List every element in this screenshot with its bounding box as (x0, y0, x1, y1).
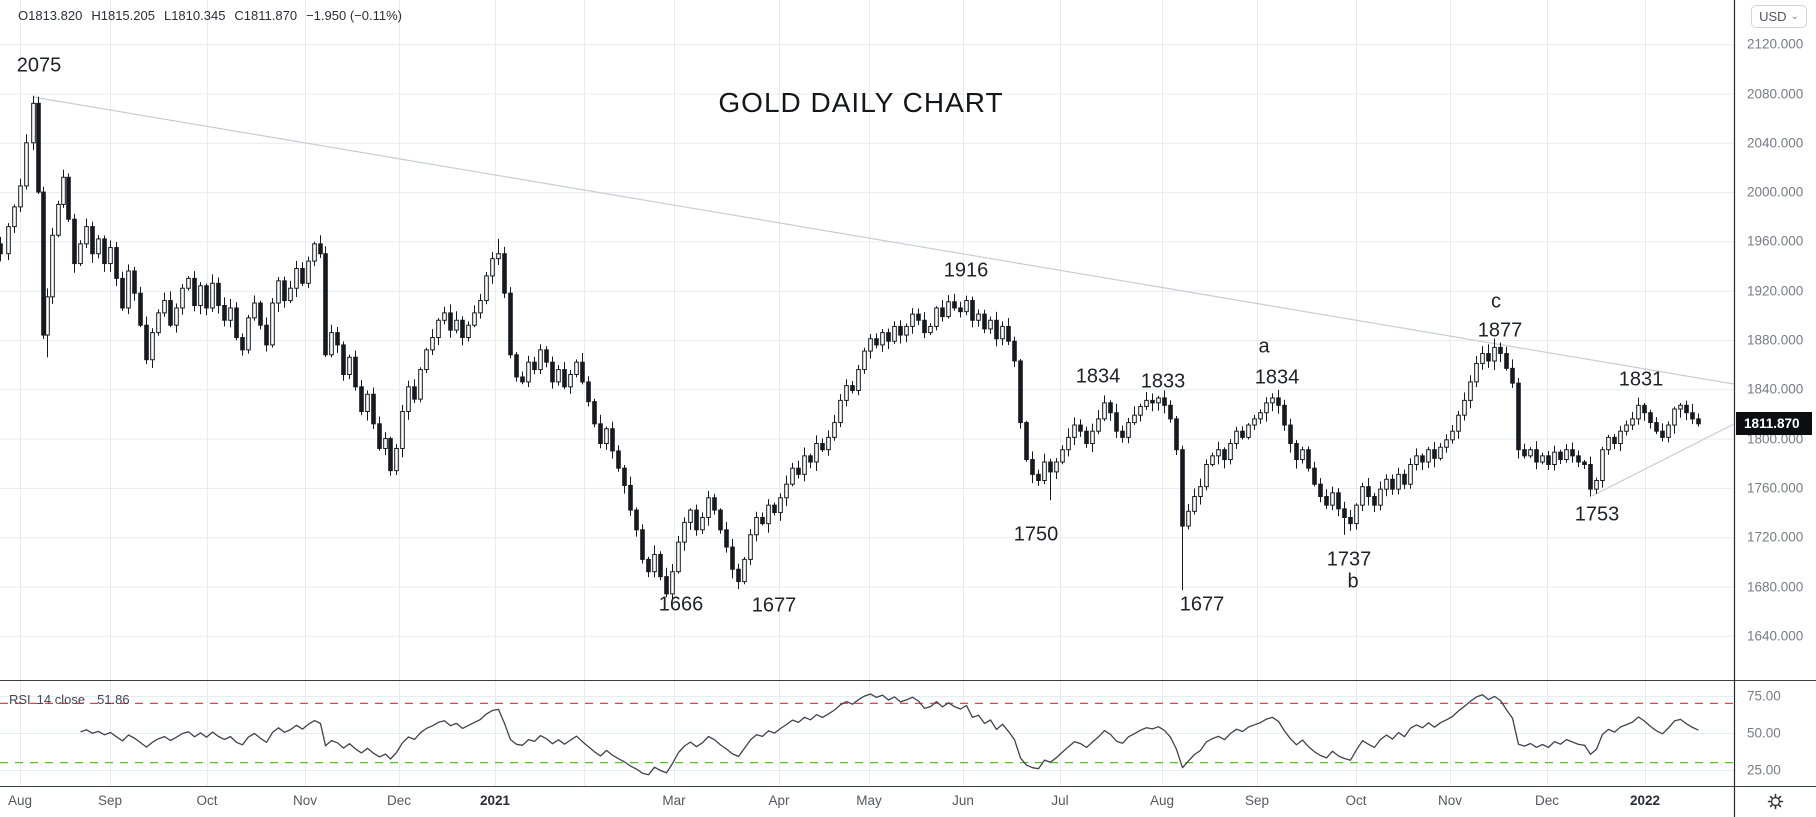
price-axis-label: 1840.000 (1747, 381, 1804, 397)
legend-change: −1.950 (−0.11%) (306, 8, 402, 23)
chart-title: GOLD DAILY CHART (718, 87, 1004, 118)
annotation-label: 1753 (1574, 503, 1620, 526)
annotation-label: c (1491, 290, 1501, 313)
time-axis-label: 2022 (1629, 793, 1661, 808)
annotation-label: 1831 (1618, 368, 1664, 391)
legend-low: L1810.345 (163, 8, 226, 23)
price-axis-label: 1880.000 (1747, 332, 1804, 348)
price-axis-label: 1920.000 (1747, 283, 1804, 299)
ohlc-legend: O1813.820 H1815.205 L1810.345 C1811.870 −1.9… (18, 8, 411, 23)
time-axis-label: Sep (1244, 793, 1270, 808)
time-axis-label: Dec (1534, 793, 1560, 808)
legend-high: H1815.205 (91, 8, 155, 23)
annotation-label: 1737 (1326, 548, 1372, 571)
chevron-down-icon: ⌄ (1790, 10, 1799, 22)
annotation-label: 2075 (16, 54, 62, 77)
time-axis-label: Jun (952, 793, 974, 808)
time-axis-label: Apr (768, 793, 790, 808)
price-axis-label: 2120.000 (1747, 36, 1804, 52)
time-axis-label: 2021 (479, 793, 511, 808)
annotation-label: b (1347, 570, 1359, 593)
time-axis-label: Aug (1149, 793, 1175, 808)
rsi-params: 14 close (36, 692, 86, 707)
currency-dropdown-button[interactable]: USD ⌄ (1751, 5, 1807, 28)
price-axis-label: 2040.000 (1747, 135, 1804, 151)
annotation-label: 1877 (1477, 319, 1523, 342)
annotation-label: 1677 (1179, 593, 1225, 616)
price-axis-label: 2000.000 (1747, 184, 1804, 200)
gear-icon (1767, 793, 1783, 809)
annotation-label: 1833 (1140, 370, 1186, 393)
price-axis-label: 1720.000 (1747, 529, 1804, 545)
rsi-legend: RSI 14 close 51.86 (9, 692, 130, 707)
rsi-axis-label: 50.00 (1747, 725, 1781, 741)
annotation-label: 1834 (1075, 365, 1121, 388)
time-axis-label: Dec (386, 793, 412, 808)
annotation-label: 1916 (943, 259, 989, 282)
legend-open: O1813.820 (18, 8, 83, 23)
annotation-label: 1750 (1013, 523, 1059, 546)
rsi-axis-label: 25.00 (1747, 762, 1781, 778)
time-axis-label: Jul (1051, 793, 1069, 808)
legend-close: C1811.870 (234, 8, 298, 23)
rsi-value: 51.86 (97, 692, 130, 707)
rsi-name: RSI (9, 692, 31, 707)
time-axis-label: Nov (1437, 793, 1463, 808)
time-axis-label: Nov (292, 793, 318, 808)
time-axis-label: Mar (662, 793, 686, 808)
settings-gear-button[interactable] (1763, 789, 1787, 813)
currency-label: USD (1759, 9, 1787, 24)
price-axis-label: 1760.000 (1747, 480, 1804, 496)
price-axis-label: 1960.000 (1747, 233, 1804, 249)
price-axis-label: 1640.000 (1747, 628, 1804, 644)
price-axis-label: 1680.000 (1747, 579, 1804, 594)
annotation-label: a (1258, 335, 1270, 358)
time-axis-label: Oct (1345, 793, 1367, 808)
annotation-label: 1666 (658, 593, 704, 616)
time-axis-label: Aug (7, 793, 33, 808)
price-axis-label: 2080.000 (1747, 86, 1804, 101)
current-price-badge: 1811.870 (1736, 412, 1812, 436)
time-axis-label: Sep (97, 793, 123, 808)
annotation-label: 1677 (751, 594, 797, 617)
annotation-label: 1834 (1254, 366, 1300, 389)
time-axis-label: Oct (196, 793, 218, 808)
rsi-axis-label: 75.00 (1747, 688, 1781, 704)
time-axis-label: May (856, 793, 882, 808)
